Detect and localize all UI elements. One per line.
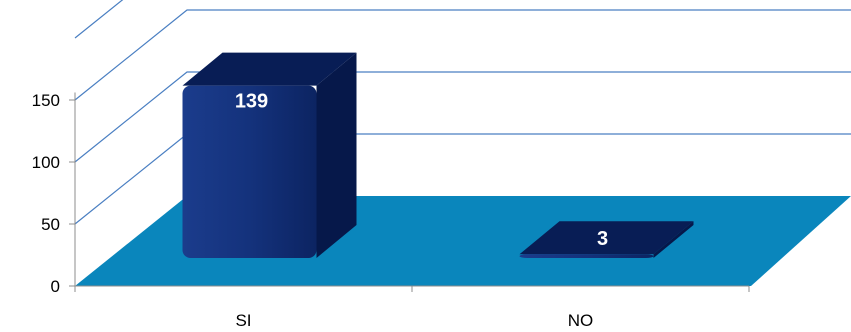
bar-side [653,221,694,258]
gridline [74,71,851,163]
bar [182,52,357,258]
bar-top [182,52,357,86]
x-category-label: SI [235,311,251,330]
bar-side [316,52,357,258]
chart-labels: 0 50 100 150 139 3 SI NO [32,91,608,330]
y-tick-label: 150 [32,91,60,110]
data-label: 139 [235,91,268,113]
gridline [74,0,124,39]
bar-front [519,254,654,258]
chart-axes [69,92,750,292]
x-category-label: NO [568,311,594,330]
bar-front [182,85,317,258]
y-tick-label: 100 [32,153,60,172]
gridline [74,9,851,101]
data-label: 3 [597,228,608,250]
bar [519,221,694,258]
bar-top [519,221,694,255]
y-tick-label: 0 [51,277,60,296]
y-tick-label: 50 [41,215,60,234]
chart-bars [182,52,694,258]
